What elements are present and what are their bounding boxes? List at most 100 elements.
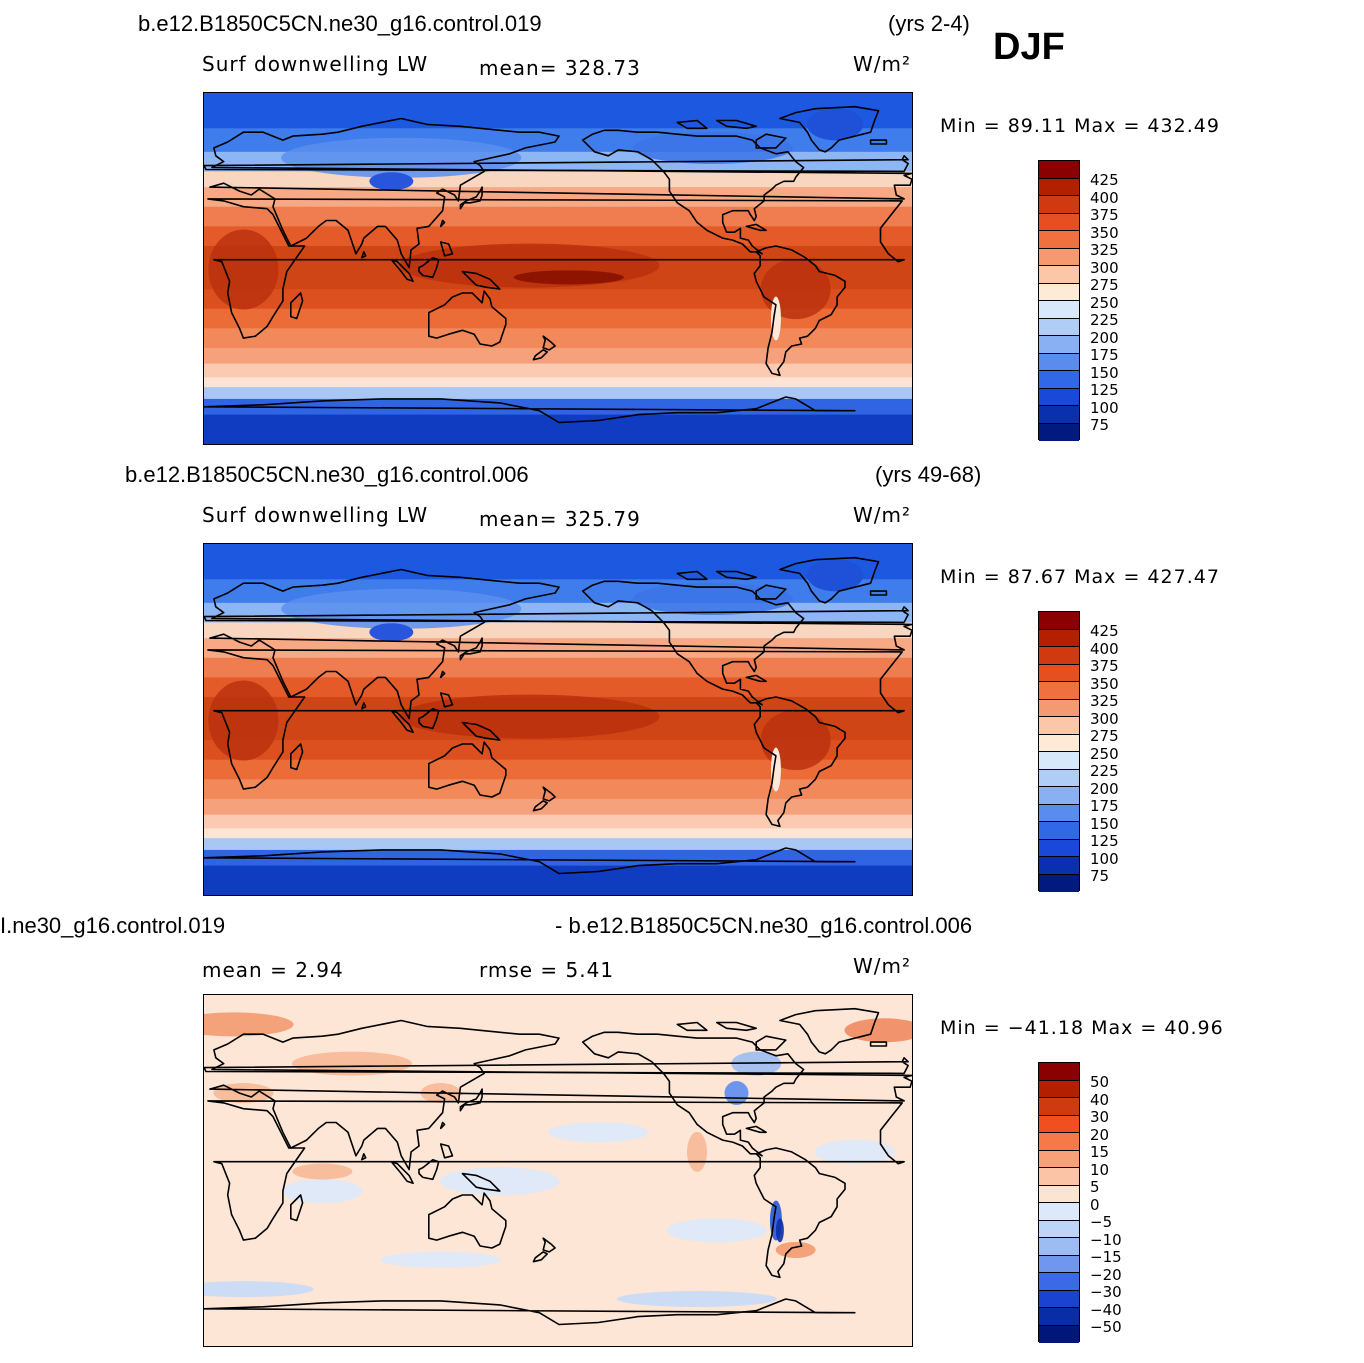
colorbar-box bbox=[1039, 752, 1079, 770]
panel2-years: (yrs 49-68) bbox=[875, 462, 982, 487]
coastline bbox=[715, 1021, 758, 1032]
coastline bbox=[209, 117, 912, 269]
coastline bbox=[532, 800, 549, 812]
colorbar-box bbox=[1039, 769, 1079, 787]
coastline bbox=[439, 670, 446, 679]
panel1-variable-label: Surf downwelling LW bbox=[202, 52, 429, 76]
colorbar-tick-label: 125 bbox=[1090, 832, 1119, 850]
coastline bbox=[290, 1194, 304, 1222]
colorbar-tick-label: −30 bbox=[1090, 1283, 1122, 1301]
coastline bbox=[209, 1019, 912, 1171]
coastline bbox=[361, 702, 367, 710]
colorbar-tick-label: 425 bbox=[1090, 171, 1119, 189]
colorbar-box bbox=[1039, 1115, 1079, 1133]
panel3-map bbox=[203, 994, 913, 1347]
colorbar-box bbox=[1039, 664, 1079, 682]
coastline bbox=[204, 1056, 909, 1075]
colorbar-tick-label: −20 bbox=[1090, 1265, 1122, 1284]
season-label: DJF bbox=[993, 26, 1065, 68]
coastline bbox=[418, 256, 440, 279]
panel2-map-svg bbox=[204, 544, 912, 895]
colorbar-box bbox=[1039, 1290, 1079, 1308]
panel3-mean-label: mean = 2.94 bbox=[202, 958, 344, 982]
colorbar-box bbox=[1039, 857, 1079, 875]
coastline bbox=[204, 605, 909, 624]
colorbar-tick-label: 200 bbox=[1090, 328, 1119, 347]
coastline bbox=[290, 743, 304, 771]
colorbar-box bbox=[1039, 1098, 1079, 1116]
coastline bbox=[361, 251, 367, 259]
colorbar-tick-label: 150 bbox=[1090, 814, 1119, 833]
panel3-units: W/m² bbox=[853, 954, 912, 978]
colorbar-tick-label: 100 bbox=[1090, 849, 1119, 868]
coastline bbox=[207, 649, 905, 790]
colorbar-tick-label: 175 bbox=[1090, 797, 1119, 815]
coastline bbox=[676, 1021, 708, 1032]
coastline bbox=[290, 292, 304, 320]
colorbar-box bbox=[1039, 804, 1079, 822]
colorbar-tick-label: 350 bbox=[1090, 223, 1119, 242]
colorbar-tick-label: 20 bbox=[1090, 1125, 1110, 1144]
coastline bbox=[461, 721, 501, 741]
panel1-mean-label: mean= 328.73 bbox=[479, 56, 641, 80]
coastline bbox=[532, 1251, 549, 1263]
colorbar-box bbox=[1039, 734, 1079, 752]
colorbar-tick-label: 40 bbox=[1090, 1090, 1110, 1109]
colorbar-box bbox=[1039, 1133, 1079, 1151]
coastline bbox=[204, 847, 856, 875]
colorbar-tick-label: 275 bbox=[1090, 276, 1119, 294]
colorbar-tick-label: −40 bbox=[1090, 1300, 1122, 1319]
coastline bbox=[204, 1298, 856, 1326]
colorbar-box bbox=[1039, 423, 1079, 441]
coastline bbox=[779, 556, 880, 604]
colorbar-tick-label: 10 bbox=[1090, 1160, 1110, 1179]
colorbar-tick-label: 400 bbox=[1090, 639, 1119, 658]
coastline bbox=[715, 119, 758, 130]
panel1-years: (yrs 2-4) bbox=[888, 11, 970, 36]
colorbar-tick-label: 100 bbox=[1090, 398, 1119, 417]
coastline bbox=[207, 1100, 905, 1241]
coastline bbox=[459, 1088, 483, 1112]
coastline bbox=[418, 707, 440, 730]
coastline bbox=[581, 129, 805, 255]
colorbar-tick-label: 50 bbox=[1090, 1073, 1110, 1091]
colorbar-box bbox=[1039, 1325, 1079, 1343]
panel3-colorbar bbox=[1038, 1062, 1080, 1343]
colorbar-box bbox=[1039, 231, 1079, 249]
panel2-colorbar bbox=[1038, 611, 1080, 892]
colorbar-tick-label: −50 bbox=[1090, 1318, 1122, 1336]
coastline bbox=[869, 1041, 888, 1047]
coastline bbox=[461, 1172, 501, 1192]
panel1-map bbox=[203, 92, 913, 445]
coastline bbox=[779, 105, 880, 153]
colorbar-box bbox=[1039, 178, 1079, 196]
colorbar-box bbox=[1039, 196, 1079, 214]
colorbar-box bbox=[1039, 1203, 1079, 1221]
coastline bbox=[459, 637, 483, 661]
coastline bbox=[439, 692, 454, 708]
colorbar-box bbox=[1039, 388, 1079, 406]
coastline bbox=[428, 290, 507, 347]
coastline bbox=[542, 335, 556, 351]
colorbar-box bbox=[1039, 1185, 1079, 1203]
coastline bbox=[869, 590, 888, 596]
colorbar-box bbox=[1039, 161, 1079, 179]
coastline bbox=[676, 570, 708, 581]
colorbar-tick-label: 325 bbox=[1090, 241, 1119, 259]
panel1-map-svg bbox=[204, 93, 912, 444]
colorbar-box bbox=[1039, 612, 1079, 630]
colorbar-box bbox=[1039, 1220, 1079, 1238]
panel3-minmax: Min = −41.18 Max = 40.96 bbox=[940, 1017, 1224, 1039]
coastline bbox=[418, 1158, 440, 1181]
colorbar-tick-label: 425 bbox=[1090, 622, 1119, 640]
coastline bbox=[459, 186, 483, 210]
panel2-units: W/m² bbox=[853, 503, 912, 527]
colorbar-tick-label: 125 bbox=[1090, 381, 1119, 399]
colorbar-tick-label: 200 bbox=[1090, 779, 1119, 798]
coastline bbox=[542, 1237, 556, 1253]
colorbar-box bbox=[1039, 318, 1079, 336]
colorbar-tick-label: 400 bbox=[1090, 188, 1119, 207]
colorbar-box bbox=[1039, 1150, 1079, 1168]
colorbar-tick-label: −5 bbox=[1090, 1213, 1113, 1231]
coastline bbox=[542, 786, 556, 802]
